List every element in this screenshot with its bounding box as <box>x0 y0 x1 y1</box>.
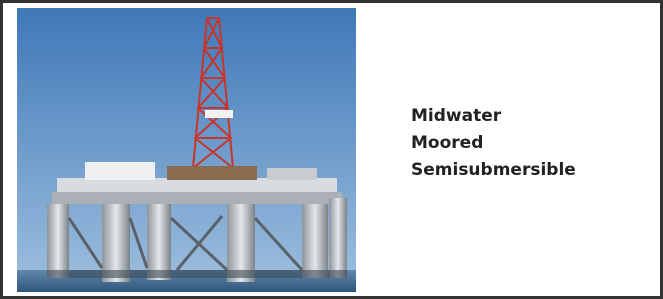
panel: Midwater Moored Semisubmersible <box>0 0 663 299</box>
caption: Midwater Moored Semisubmersible <box>411 103 576 184</box>
rig-photo <box>17 8 356 292</box>
caption-line: Moored <box>411 130 576 157</box>
caption-line: Midwater <box>411 103 576 130</box>
caption-line: Semisubmersible <box>411 157 576 184</box>
